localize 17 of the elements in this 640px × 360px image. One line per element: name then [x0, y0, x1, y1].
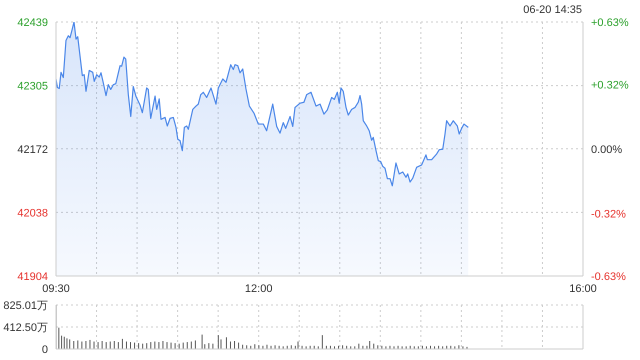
y-tick-label: 825.01万	[3, 300, 48, 312]
y-tick-label: 0	[42, 344, 48, 356]
y2-tick-label: +0.32%	[591, 79, 629, 92]
y2-tick-label: -0.63%	[591, 271, 626, 283]
y-tick-label: 412.50万	[3, 322, 48, 334]
y-tick-label: 42172	[17, 144, 48, 156]
x-tick-label: 12:00	[244, 282, 272, 295]
y-tick-label: 42305	[17, 80, 48, 93]
x-tick-label: 09:30	[42, 282, 70, 295]
y2-tick-label: 0.00%	[591, 144, 622, 156]
x-tick-label: 16:00	[569, 282, 597, 295]
y-tick-label: 42038	[17, 207, 48, 220]
y2-tick-label: -0.32%	[591, 208, 626, 221]
y2-tick-label: +0.63%	[591, 17, 629, 29]
y-tick-label: 42439	[17, 17, 48, 29]
chart-subtitle: 06-20 14:35	[523, 4, 582, 16]
y-tick-label: 41904	[17, 271, 48, 283]
